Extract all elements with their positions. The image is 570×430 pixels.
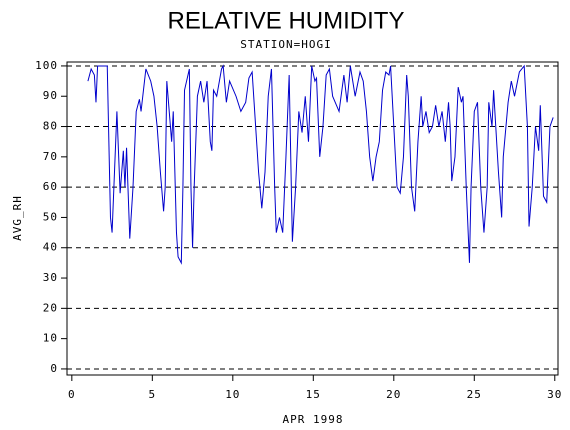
x-axis-label: APR 1998 (283, 413, 344, 426)
x-tick-label: 25 (467, 388, 482, 401)
y-tick-label: 80 (43, 120, 58, 133)
x-tick-label: 5 (149, 388, 157, 401)
x-tick-label: 20 (386, 388, 401, 401)
x-tick-label: 0 (68, 388, 76, 401)
plot-frame (66, 61, 559, 376)
chart-title: RELATIVE HUMIDITY (168, 7, 405, 34)
y-tick-label: 60 (43, 180, 58, 193)
y-tick-label: 0 (50, 362, 58, 375)
chart-subtitle: STATION=HOGI (240, 38, 331, 51)
y-tick-label: 10 (43, 332, 58, 345)
y-tick-label: 70 (43, 150, 58, 163)
y-tick-label: 100 (35, 59, 58, 72)
y-axis-label: AVG_RH (11, 195, 24, 241)
data-line (87, 64, 554, 265)
x-tick-label: 15 (306, 388, 321, 401)
y-tick-label: 50 (43, 210, 58, 223)
y-tick-label: 40 (43, 241, 58, 254)
y-tick-label: 30 (43, 271, 58, 284)
y-tick-label: 90 (43, 89, 58, 102)
x-tick-label: 10 (225, 388, 240, 401)
y-tick-label: 20 (43, 301, 58, 314)
x-tick-label: 30 (547, 388, 562, 401)
